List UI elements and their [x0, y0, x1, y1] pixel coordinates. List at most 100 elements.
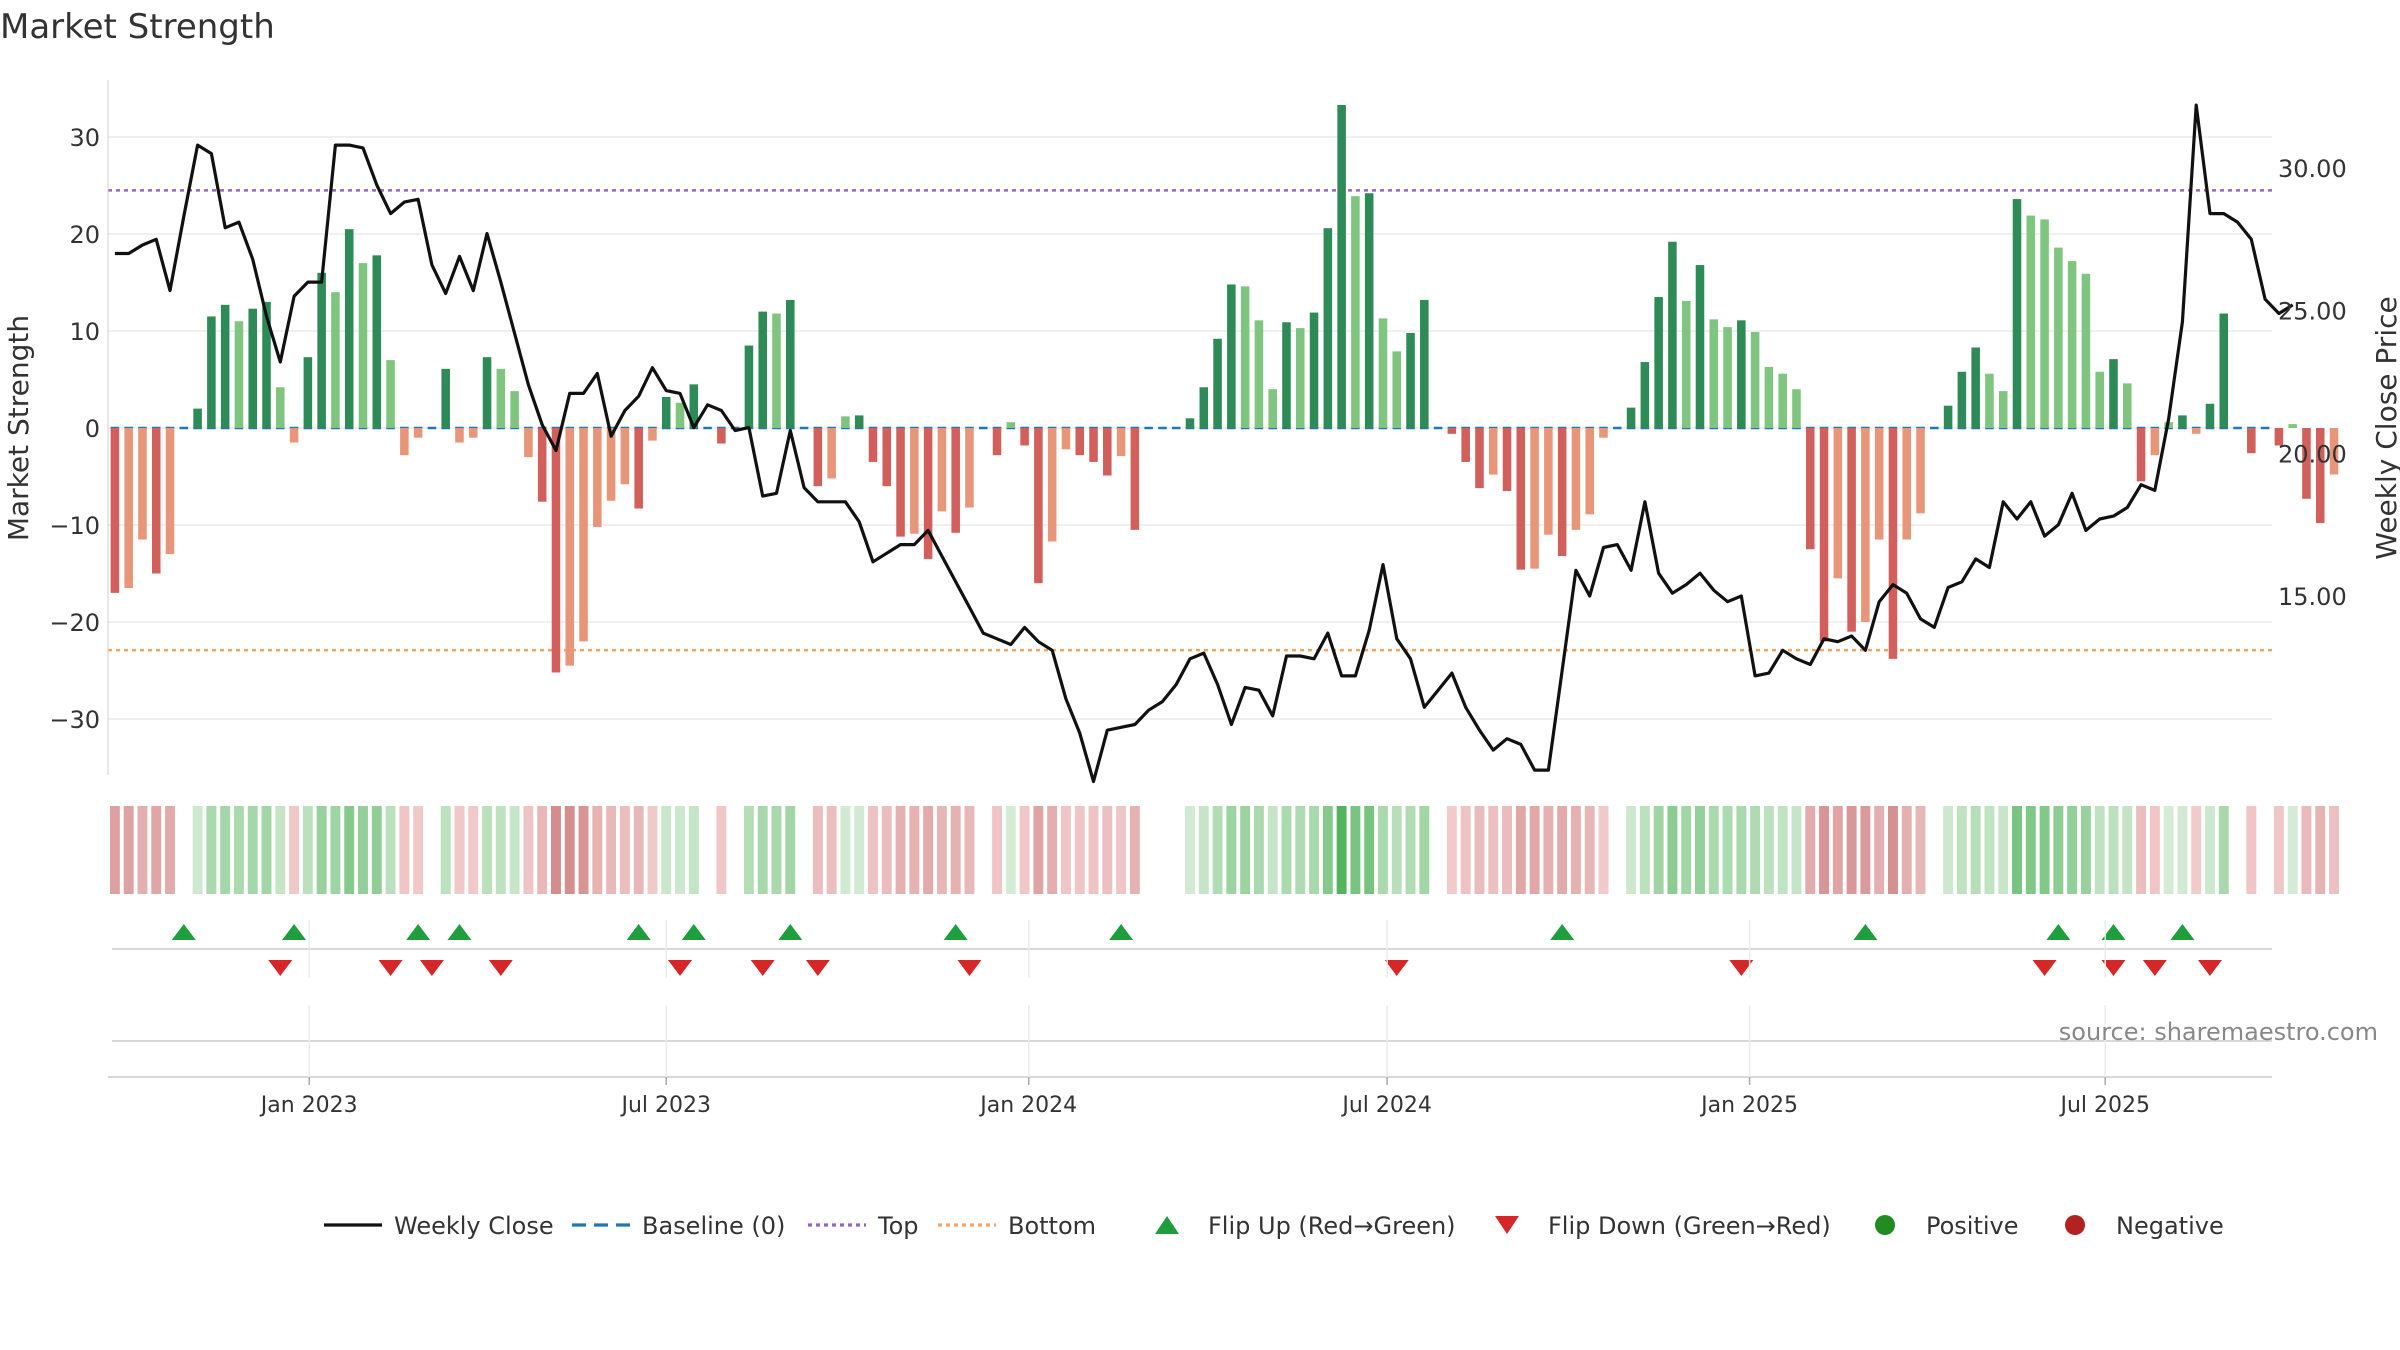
- strength-bar: [220, 304, 230, 428]
- x-tick-label: Jul 2025: [2058, 1093, 2150, 1118]
- strength-bar: [1213, 338, 1222, 428]
- flip-up-marker: [626, 924, 651, 940]
- strength-bar: [344, 229, 354, 428]
- legend-label: Negative: [2116, 1212, 2224, 1240]
- strip-cell: [743, 806, 754, 894]
- legend-item: Baseline (0): [572, 1212, 785, 1240]
- strength-bar: [1874, 428, 1884, 540]
- strength-bar: [1626, 407, 1636, 428]
- strip-cell: [1667, 806, 1678, 894]
- strength-bar: [579, 428, 588, 642]
- strip-cell: [661, 806, 672, 894]
- x-tick-label: Jan 2025: [1699, 1093, 1798, 1118]
- strip-cell: [1584, 806, 1595, 894]
- strength-bar: [1998, 391, 2008, 428]
- flip-down-marker: [805, 960, 830, 976]
- strip-cell: [592, 806, 603, 894]
- strength-bar: [1792, 389, 1801, 428]
- strip-cell: [220, 806, 231, 894]
- strip-cell: [192, 806, 203, 894]
- strip-cell: [840, 806, 851, 894]
- strength-bar: [923, 428, 933, 559]
- chart-title: Market Strength: [0, 7, 275, 47]
- strip-cell: [909, 806, 920, 894]
- strength-bar: [882, 428, 892, 487]
- strip-cell: [482, 806, 493, 894]
- strength-bar: [1516, 428, 1526, 570]
- strip-cell: [1570, 806, 1581, 894]
- x-tick-label: Jan 2023: [259, 1093, 358, 1118]
- strip-cell: [1874, 806, 1885, 894]
- strip-cell: [771, 806, 782, 894]
- strength-bar: [2191, 428, 2201, 434]
- strength-bar: [2109, 359, 2118, 428]
- strength-bar: [2012, 199, 2022, 428]
- y-tick-label: 30: [69, 124, 100, 152]
- strip-cell: [757, 806, 768, 894]
- strength-bar: [1392, 351, 1402, 428]
- legend-item: Top: [808, 1212, 919, 1240]
- strip-cell: [1198, 806, 1209, 894]
- legend-item: Bottom: [938, 1212, 1096, 1240]
- strip-cell: [1129, 806, 1140, 894]
- strip-cell: [1350, 806, 1361, 894]
- x-tick-label: Jan 2024: [978, 1093, 1077, 1118]
- flip-up-marker: [1550, 924, 1575, 940]
- strength-bar: [634, 428, 643, 509]
- y-tick-label: 10: [69, 318, 100, 346]
- strength-bar: [1351, 196, 1360, 428]
- strip-cell: [1653, 806, 1664, 894]
- y2-axis-label: Weekly Close Price: [2370, 296, 2400, 559]
- y-axis-label: Market Strength: [2, 315, 35, 541]
- strength-bar: [1750, 331, 1760, 428]
- strength-bar: [1103, 428, 1112, 476]
- strip-cell: [1598, 806, 1609, 894]
- strength-bar: [1861, 428, 1870, 622]
- strength-bar: [468, 428, 478, 438]
- strength-bar: [2288, 424, 2297, 428]
- y2-tick-label: 20.00: [2278, 440, 2347, 468]
- strength-bar: [193, 408, 202, 428]
- strip-cell: [1033, 806, 1044, 894]
- flip-down-marker: [378, 960, 403, 976]
- strength-bar: [1406, 332, 1415, 428]
- strength-bar: [951, 428, 960, 533]
- strip-cell: [1212, 806, 1223, 894]
- strength-bar: [1557, 428, 1567, 557]
- strip-cell: [440, 806, 451, 894]
- y2-tick-label: 30.00: [2278, 155, 2347, 183]
- strength-bar: [248, 308, 257, 428]
- strip-cell: [1322, 806, 1333, 894]
- strip-cell: [509, 806, 520, 894]
- strip-cell: [1515, 806, 1526, 894]
- strength-bar: [1254, 320, 1264, 428]
- strength-bar: [234, 321, 244, 428]
- y-tick-label: −20: [49, 609, 100, 637]
- strength-bar: [413, 428, 423, 438]
- strip-cell: [992, 806, 1002, 894]
- x-tick-label: Jul 2024: [1340, 1093, 1432, 1118]
- strip-cell: [1488, 806, 1499, 894]
- strength-bar: [1971, 347, 1980, 428]
- flip-down-marker: [2032, 960, 2057, 976]
- strip-cell: [289, 806, 300, 894]
- strip-cell: [826, 806, 837, 894]
- strength-bar: [675, 402, 685, 428]
- flip-down-marker: [488, 960, 513, 976]
- strength-bar: [2026, 215, 2036, 428]
- strip-cell: [165, 806, 175, 894]
- strip-cell: [1915, 806, 1926, 894]
- strip-cell: [261, 806, 272, 894]
- strength-bar: [937, 428, 947, 512]
- strip-cell: [495, 806, 506, 894]
- strip-cell: [1267, 806, 1278, 894]
- strip-cell: [344, 806, 355, 894]
- strength-bar: [303, 357, 313, 428]
- strength-bar: [124, 428, 133, 589]
- strength-bar: [317, 272, 326, 428]
- strip-cell: [1240, 806, 1251, 894]
- x-tick-label: Jul 2023: [619, 1093, 711, 1118]
- strip-cell: [881, 806, 892, 894]
- strip-cell: [1378, 806, 1388, 894]
- strength-bar: [813, 428, 823, 487]
